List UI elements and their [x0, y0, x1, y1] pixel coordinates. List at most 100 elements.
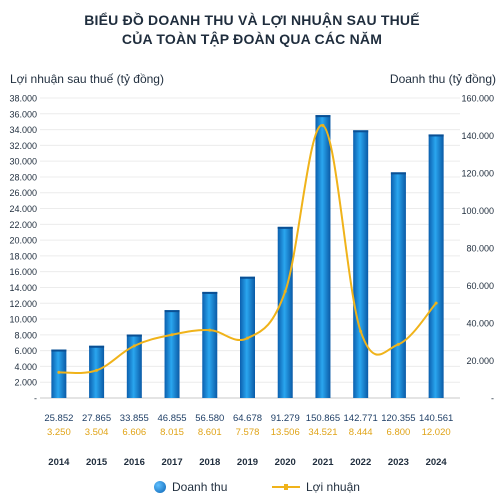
year-tick-label: 2018 — [199, 457, 220, 468]
left-axis-tick-label: 8.000 — [14, 330, 37, 340]
profit-point — [434, 301, 438, 305]
right-axis-tick-label: 140.000 — [461, 131, 494, 141]
left-axis-tick-label: 22.000 — [9, 220, 37, 230]
right-axis-tick-label: 20.000 — [466, 356, 494, 366]
revenue-data-label: 25.852 — [44, 413, 73, 424]
left-axis-title: Lợi nhuận sau thuế (tỷ đồng) — [10, 72, 164, 86]
revenue-bar — [126, 334, 142, 398]
profit-data-label: 3.504 — [85, 427, 109, 438]
revenue-bar — [89, 345, 105, 398]
year-tick-label: 2023 — [388, 457, 409, 468]
legend-profit-swatch — [272, 484, 300, 490]
left-axis-tick-label: 24.000 — [9, 204, 37, 214]
right-axis-tick-label: - — [491, 394, 494, 404]
revenue-data-label: 91.279 — [271, 413, 300, 424]
profit-point — [283, 289, 287, 293]
profit-point — [396, 342, 400, 346]
revenue-bar-cap — [126, 334, 142, 337]
right-axis-tick-label: 40.000 — [466, 319, 494, 329]
profit-data-label: 3.250 — [47, 427, 71, 438]
profit-data-label: 12.020 — [422, 427, 451, 438]
revenue-bar — [428, 134, 444, 398]
legend-item-profit: Lợi nhuận — [272, 480, 360, 494]
legend-revenue-label: Doanh thu — [172, 480, 228, 494]
revenue-bar-cap — [277, 226, 293, 229]
revenue-bar-cap — [315, 115, 331, 118]
revenue-bar — [202, 291, 218, 398]
right-axis-tick-label: 160.000 — [461, 94, 494, 104]
revenue-bar — [277, 226, 293, 398]
revenue-data-label: 150.865 — [306, 413, 340, 424]
revenue-bar — [164, 310, 180, 398]
profit-point — [359, 329, 363, 333]
legend-item-revenue: Doanh thu — [154, 480, 227, 494]
right-axis-title: Doanh thu (tỷ đồng) — [389, 72, 496, 86]
combo-chart: - 2.000 4.000 6.000 8.000 10.000 12.000 14.000 1… — [9, 94, 494, 469]
revenue-bar-cap — [428, 134, 444, 137]
right-axis-tick-label: 100.000 — [461, 206, 494, 216]
profit-data-label: 7.578 — [236, 427, 260, 438]
profit-data-label: 34.521 — [308, 427, 337, 438]
profit-point — [132, 344, 136, 348]
revenue-bar-cap — [202, 291, 218, 294]
left-axis-tick-label: 34.000 — [9, 125, 37, 135]
profit-point — [170, 333, 174, 337]
left-axis-tick-label: 20.000 — [9, 236, 37, 246]
profit-data-label: 6.606 — [122, 427, 146, 438]
revenue-data-label: 46.855 — [158, 413, 187, 424]
revenue-data-label: 64.678 — [233, 413, 262, 424]
year-tick-label: 2017 — [161, 457, 182, 468]
revenue-bar-cap — [353, 130, 369, 133]
revenue-bar-cap — [51, 349, 67, 352]
legend-profit-label: Lợi nhuận — [306, 480, 360, 494]
profit-point — [95, 368, 99, 372]
year-tick-label: 2022 — [350, 457, 371, 468]
revenue-data-label: 27.865 — [82, 413, 111, 424]
revenue-bar-cap — [164, 310, 180, 313]
profit-point — [246, 336, 249, 340]
year-tick-label: 2014 — [48, 457, 70, 468]
left-axis-tick-label: 16.000 — [9, 267, 37, 277]
right-axis-tick-label: 60.000 — [466, 281, 494, 291]
left-axis-tick-label: 38.000 — [9, 94, 37, 104]
left-axis-tick-label: 12.000 — [9, 299, 37, 309]
year-tick-label: 2019 — [237, 457, 258, 468]
left-axis-tick-label: - — [34, 394, 37, 404]
chart-legend: Doanh thu Lợi nhuận — [0, 478, 504, 498]
year-tick-label: 2016 — [124, 457, 145, 468]
revenue-bar-cap — [390, 172, 406, 175]
revenue-bar — [390, 172, 406, 398]
revenue-data-label: 33.855 — [120, 413, 149, 424]
profit-data-label: 8.015 — [160, 427, 184, 438]
revenue-bar-cap — [240, 276, 255, 279]
profit-point — [57, 370, 61, 374]
left-axis-tick-label: 14.000 — [9, 283, 37, 293]
right-axis-tick-label: 80.000 — [466, 244, 494, 254]
left-axis-tick-label: 2.000 — [14, 378, 37, 388]
year-tick-label: 2024 — [426, 457, 448, 468]
left-axis-tick-label: 18.000 — [9, 251, 37, 261]
profit-data-label: 8.444 — [349, 427, 373, 438]
revenue-data-label: 142.771 — [344, 413, 378, 424]
revenue-bar — [353, 130, 369, 398]
profit-data-label: 6.800 — [387, 427, 411, 438]
left-axis-tick-label: 32.000 — [9, 141, 37, 151]
year-tick-label: 2020 — [275, 457, 296, 468]
profit-point — [321, 123, 325, 127]
left-axis-tick-label: 28.000 — [9, 172, 37, 182]
profit-point — [208, 328, 212, 332]
revenue-bar — [315, 115, 331, 399]
revenue-data-label: 56.580 — [195, 413, 224, 424]
revenue-data-label: 120.355 — [381, 413, 415, 424]
revenue-bar-cap — [89, 345, 105, 348]
revenue-data-label: 140.561 — [419, 413, 453, 424]
legend-revenue-swatch — [154, 481, 166, 493]
left-axis-tick-label: 30.000 — [9, 157, 37, 167]
left-axis-tick-label: 26.000 — [9, 188, 37, 198]
year-tick-label: 2021 — [312, 457, 334, 468]
left-axis-tick-label: 6.000 — [14, 346, 37, 356]
profit-data-label: 8.601 — [198, 427, 222, 438]
left-axis-tick-label: 36.000 — [9, 109, 37, 119]
right-axis-tick-label: 120.000 — [461, 169, 494, 179]
